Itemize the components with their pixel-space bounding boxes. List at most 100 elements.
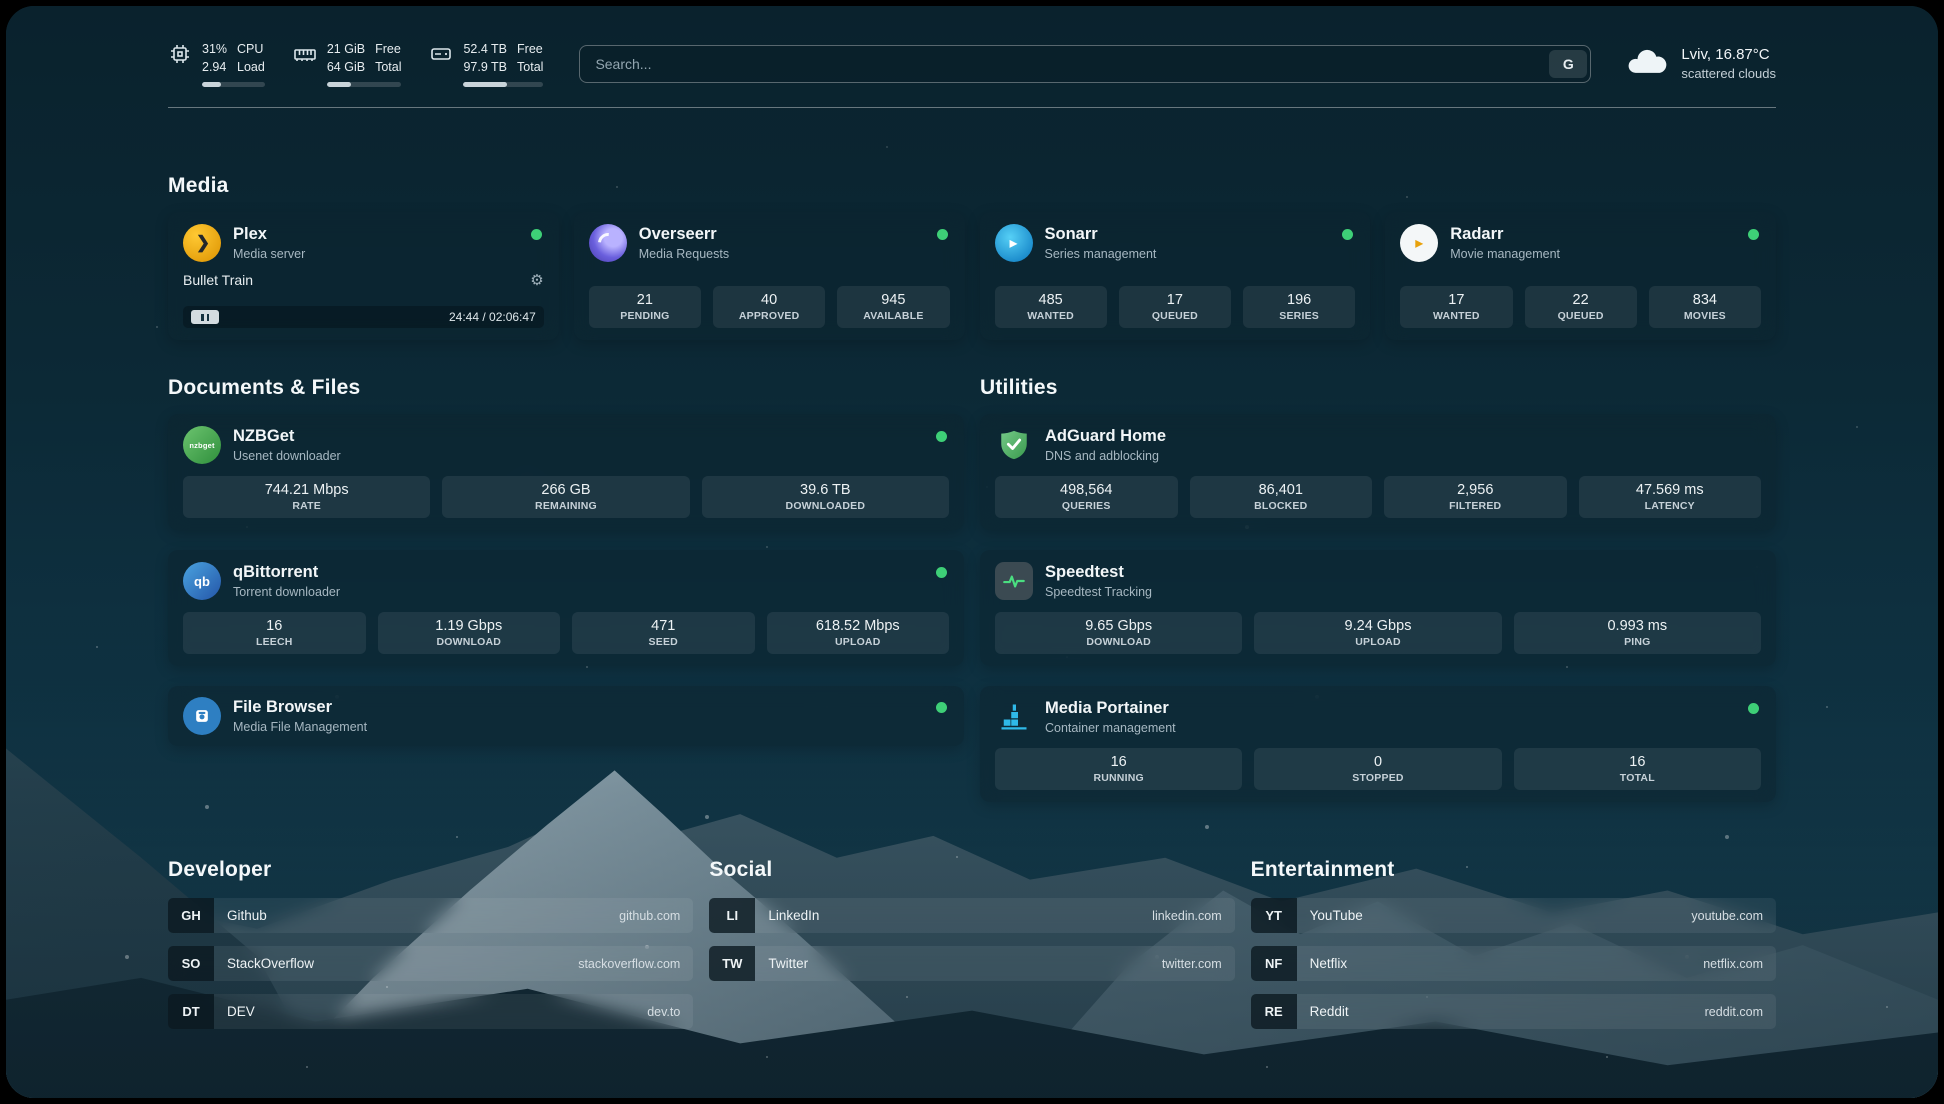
- bookmark-youtube[interactable]: YT YouTube youtube.com: [1250, 898, 1776, 934]
- status-dot: [936, 567, 947, 579]
- app-subtitle: Media File Management: [233, 720, 368, 735]
- app-name: NZBGet: [233, 427, 295, 446]
- search-engine-button[interactable]: G: [1549, 49, 1588, 78]
- stat-stopped: 0 STOPPED: [1254, 748, 1502, 791]
- bookmark-abbr: YT: [1250, 898, 1297, 934]
- stat-remaining: 266 GB REMAINING: [442, 476, 690, 519]
- app-card-speedtest[interactable]: Speedtest Speedtest Tracking 9.65 Gbps D…: [980, 550, 1776, 667]
- stat-running: 16 RUNNING: [995, 748, 1243, 791]
- ram-total: 64 GiB: [326, 60, 366, 75]
- cpu-icon: [168, 42, 192, 66]
- stat-upload: 9.24 Gbps UPLOAD: [1254, 612, 1502, 655]
- ram-icon: [293, 42, 317, 66]
- bookmark-dev[interactable]: DT DEV dev.to: [168, 994, 694, 1030]
- stat-wanted: 485 WANTED: [994, 286, 1107, 329]
- stat-download: 9.65 Gbps DOWNLOAD: [995, 612, 1243, 655]
- nzbget-icon: nzbget: [183, 426, 221, 465]
- app-subtitle: Media Requests: [638, 247, 730, 262]
- bookmark-stackoverflow[interactable]: SO StackOverflow stackoverflow.com: [168, 946, 694, 982]
- app-card-plex[interactable]: ❯ Plex Media server Bullet Train ⚙ 24:44: [168, 212, 559, 341]
- section-utilities: Utilities: [980, 376, 1776, 803]
- cpu-load-value: 2.94: [202, 60, 227, 75]
- top-bar: 31% 2.94 CPU Load: [168, 40, 1776, 88]
- bookmark-name: Netflix: [1309, 956, 1348, 972]
- radarr-icon: ▸: [1400, 224, 1439, 263]
- ram-free: 21 GiB: [326, 42, 366, 56]
- app-card-radarr[interactable]: ▸ Radarr Movie management 17 WANTED: [1385, 212, 1776, 341]
- plex-icon: ❯: [183, 224, 221, 263]
- bookmark-url: netflix.com: [1703, 956, 1763, 971]
- bookmark-url: twitter.com: [1161, 956, 1222, 971]
- app-card-adguard[interactable]: AdGuard Home DNS and adblocking 498,564 …: [980, 414, 1776, 531]
- qbittorrent-icon: qb: [183, 562, 221, 601]
- disk-label-1: Free: [517, 42, 543, 56]
- app-name: Overseerr: [638, 225, 717, 244]
- background-wallpaper: [6, 6, 1938, 1098]
- bookmark-linkedin[interactable]: LI LinkedIn linkedin.com: [709, 898, 1235, 934]
- stat-queries: 498,564 QUERIES: [995, 476, 1178, 519]
- stat-filtered: 2,956 FILTERED: [1384, 476, 1567, 519]
- utilities-section-title: Utilities: [980, 376, 1058, 400]
- bookmark-twitter[interactable]: TW Twitter twitter.com: [709, 946, 1235, 982]
- bookmark-url: linkedin.com: [1152, 908, 1222, 923]
- bookmark-abbr: DT: [168, 994, 214, 1030]
- media-section-title: Media: [168, 174, 229, 198]
- bookmark-abbr: RE: [1250, 994, 1297, 1030]
- status-dot: [530, 229, 542, 241]
- dashboard-window: 31% 2.94 CPU Load: [6, 6, 1938, 1098]
- stat-latency: 47.569 ms LATENCY: [1578, 476, 1761, 519]
- weather-condition: scattered clouds: [1681, 66, 1776, 82]
- now-playing-title: Bullet Train: [183, 272, 254, 289]
- gear-icon[interactable]: ⚙: [530, 272, 544, 290]
- documents-section-title: Documents & Files: [168, 376, 361, 400]
- app-card-overseerr[interactable]: Overseerr Media Requests 21 PENDING 40 A…: [573, 212, 965, 341]
- app-card-portainer[interactable]: Media Portainer Container management 16 …: [980, 686, 1776, 803]
- cpu-label-2: Load: [237, 60, 265, 75]
- disk-total: 97.9 TB: [463, 60, 508, 75]
- ram-progress-bar: [326, 82, 402, 88]
- stat-upload: 618.52 Mbps UPLOAD: [766, 612, 949, 655]
- app-name: Speedtest: [1045, 563, 1124, 582]
- app-card-nzbget[interactable]: nzbget NZBGet Usenet downloader 744.21 M…: [168, 414, 964, 531]
- developer-section-title: Developer: [168, 858, 272, 882]
- bookmark-reddit[interactable]: RE Reddit reddit.com: [1250, 994, 1776, 1030]
- search-bar[interactable]: G: [579, 44, 1592, 83]
- app-subtitle: Series management: [1044, 247, 1157, 262]
- app-card-filebrowser[interactable]: File Browser Media File Management: [168, 686, 964, 747]
- app-name: qBittorrent: [233, 563, 319, 582]
- cpu-widget: 31% 2.94 CPU Load: [168, 40, 265, 88]
- bookmark-github[interactable]: GH Github github.com: [168, 898, 694, 934]
- bookmark-name: Github: [227, 908, 267, 924]
- stat-queued: 22 QUEUED: [1524, 286, 1637, 329]
- sonarr-icon: ▸: [994, 224, 1033, 263]
- app-subtitle: Torrent downloader: [233, 585, 341, 600]
- section-documents-files: Documents & Files nzbget NZBGet Usenet d…: [168, 376, 964, 802]
- pause-icon[interactable]: [191, 310, 219, 325]
- cloud-icon: [1627, 48, 1669, 80]
- app-card-qbittorrent[interactable]: qb qBittorrent Torrent downloader 16 LEE…: [168, 550, 964, 667]
- bookmark-abbr: NF: [1250, 946, 1297, 982]
- weather-location: Lviv, 16.87°C: [1681, 46, 1770, 64]
- bookmark-netflix[interactable]: NF Netflix netflix.com: [1250, 946, 1776, 982]
- stat-available: 945 AVAILABLE: [837, 286, 950, 329]
- search-input[interactable]: [583, 55, 1550, 72]
- cpu-label-1: CPU: [237, 42, 264, 56]
- app-card-sonarr[interactable]: ▸ Sonarr Series management 485 WANTED: [979, 212, 1371, 341]
- playback-bar[interactable]: 24:44 / 02:06:47: [183, 306, 544, 329]
- status-dot: [1748, 703, 1759, 715]
- bookmark-url: youtube.com: [1691, 908, 1763, 923]
- section-entertainment: Entertainment YT YouTube youtube.com NF …: [1250, 858, 1776, 1030]
- bookmark-url: dev.to: [647, 1004, 681, 1019]
- app-subtitle: DNS and adblocking: [1045, 449, 1159, 464]
- stat-ping: 0.993 ms PING: [1513, 612, 1761, 655]
- stat-leech: 16 LEECH: [183, 612, 366, 655]
- bookmark-url: reddit.com: [1704, 1004, 1763, 1019]
- status-dot: [936, 229, 948, 241]
- bookmark-name: Reddit: [1309, 1004, 1349, 1020]
- filebrowser-icon: [183, 697, 221, 736]
- entertainment-section-title: Entertainment: [1250, 858, 1395, 882]
- header-divider: [168, 107, 1776, 109]
- app-name: Sonarr: [1044, 225, 1098, 244]
- cpu-progress-bar: [202, 82, 265, 88]
- bookmark-url: github.com: [619, 908, 681, 923]
